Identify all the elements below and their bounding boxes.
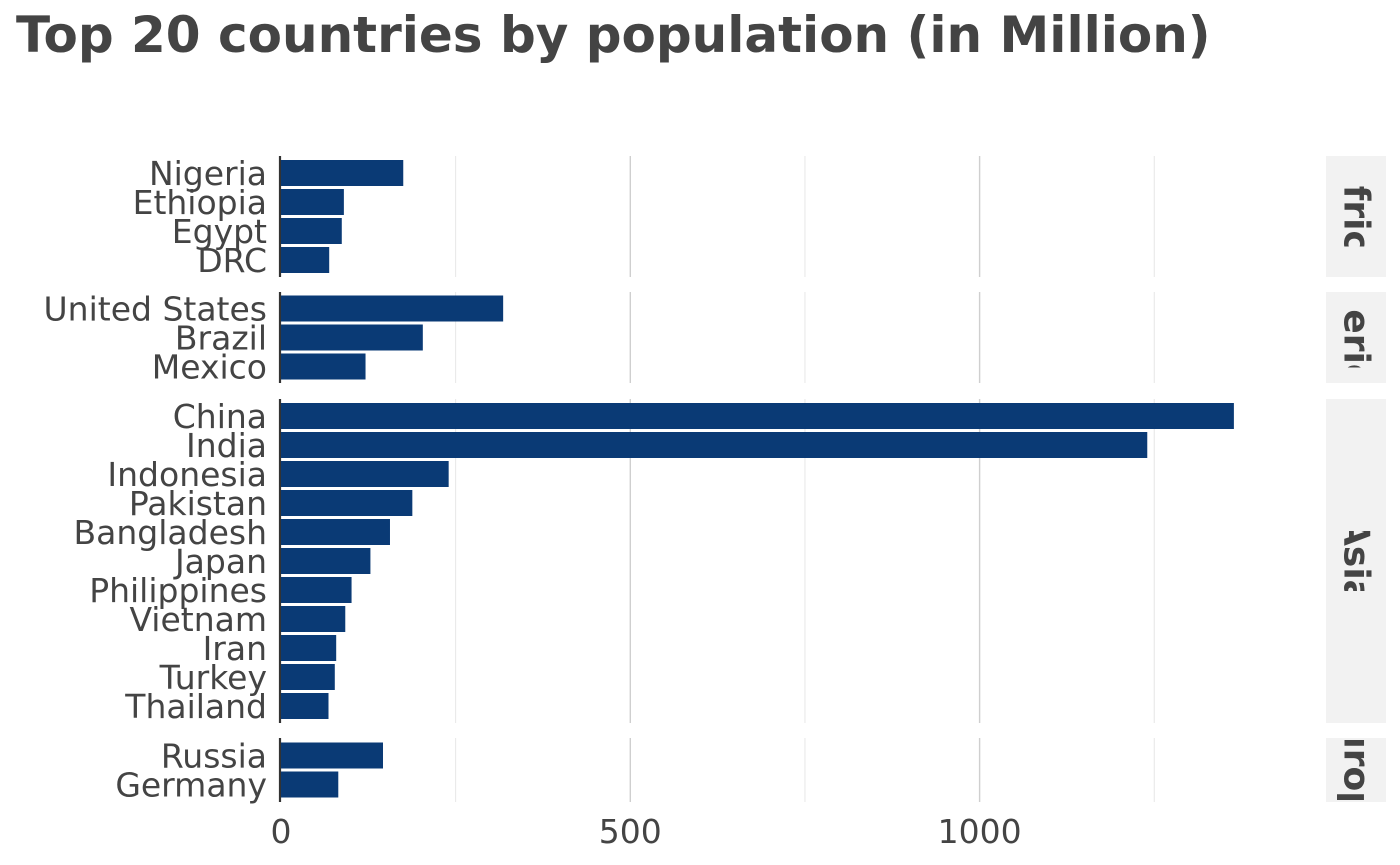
bar — [281, 461, 449, 487]
category-label: China — [173, 397, 267, 436]
category-label: Egypt — [172, 212, 267, 251]
chart-title: Top 20 countries by population (in Milli… — [16, 6, 1211, 64]
category-label: Japan — [173, 542, 267, 581]
facet-strip-label: Asia — [1336, 518, 1377, 604]
bar — [281, 635, 337, 661]
category-label: Pakistan — [129, 484, 267, 523]
facet-strip-label: Europe — [1336, 699, 1377, 842]
bar — [281, 771, 339, 798]
category-label: United States — [44, 290, 267, 329]
facet-strip — [1326, 399, 1386, 723]
category-label: Philippines — [89, 571, 267, 610]
facet-strip-label: Africa — [1336, 157, 1377, 276]
bar — [281, 218, 342, 244]
category-label: Turkey — [159, 658, 267, 697]
bar — [281, 189, 344, 215]
bar — [281, 432, 1148, 458]
facet-strip — [1326, 156, 1386, 277]
bar — [281, 519, 390, 545]
category-label: Ethiopia — [133, 183, 267, 222]
bar — [281, 693, 329, 719]
bar — [281, 548, 371, 574]
category-label: Bangladesh — [74, 513, 267, 552]
x-tick-label: 1000 — [938, 812, 1022, 851]
x-tick-label: 0 — [271, 812, 292, 851]
x-tick-label: 500 — [599, 812, 662, 851]
category-label: India — [186, 426, 267, 465]
bar — [281, 577, 352, 603]
category-label: DRC — [197, 241, 267, 280]
bar — [281, 324, 423, 351]
bar — [281, 742, 383, 769]
bar — [281, 353, 366, 380]
category-label: Mexico — [152, 348, 267, 387]
category-label: Vietnam — [129, 600, 267, 639]
bar — [281, 160, 404, 186]
bar — [281, 403, 1234, 429]
bar — [281, 606, 346, 632]
category-label: Nigeria — [149, 154, 267, 193]
facet-strip — [1326, 292, 1386, 383]
category-label: Brazil — [175, 319, 267, 358]
category-label: Indonesia — [107, 455, 267, 494]
bar — [281, 490, 413, 516]
bar — [281, 247, 330, 273]
facet-strip-label: Americas — [1336, 244, 1377, 431]
category-label: Iran — [203, 629, 267, 668]
bar — [281, 295, 504, 322]
bar — [281, 664, 335, 690]
category-label: Thailand — [124, 687, 267, 726]
category-label: Russia — [161, 737, 267, 776]
facet-strip — [1326, 738, 1386, 802]
category-label: Germany — [115, 766, 267, 805]
